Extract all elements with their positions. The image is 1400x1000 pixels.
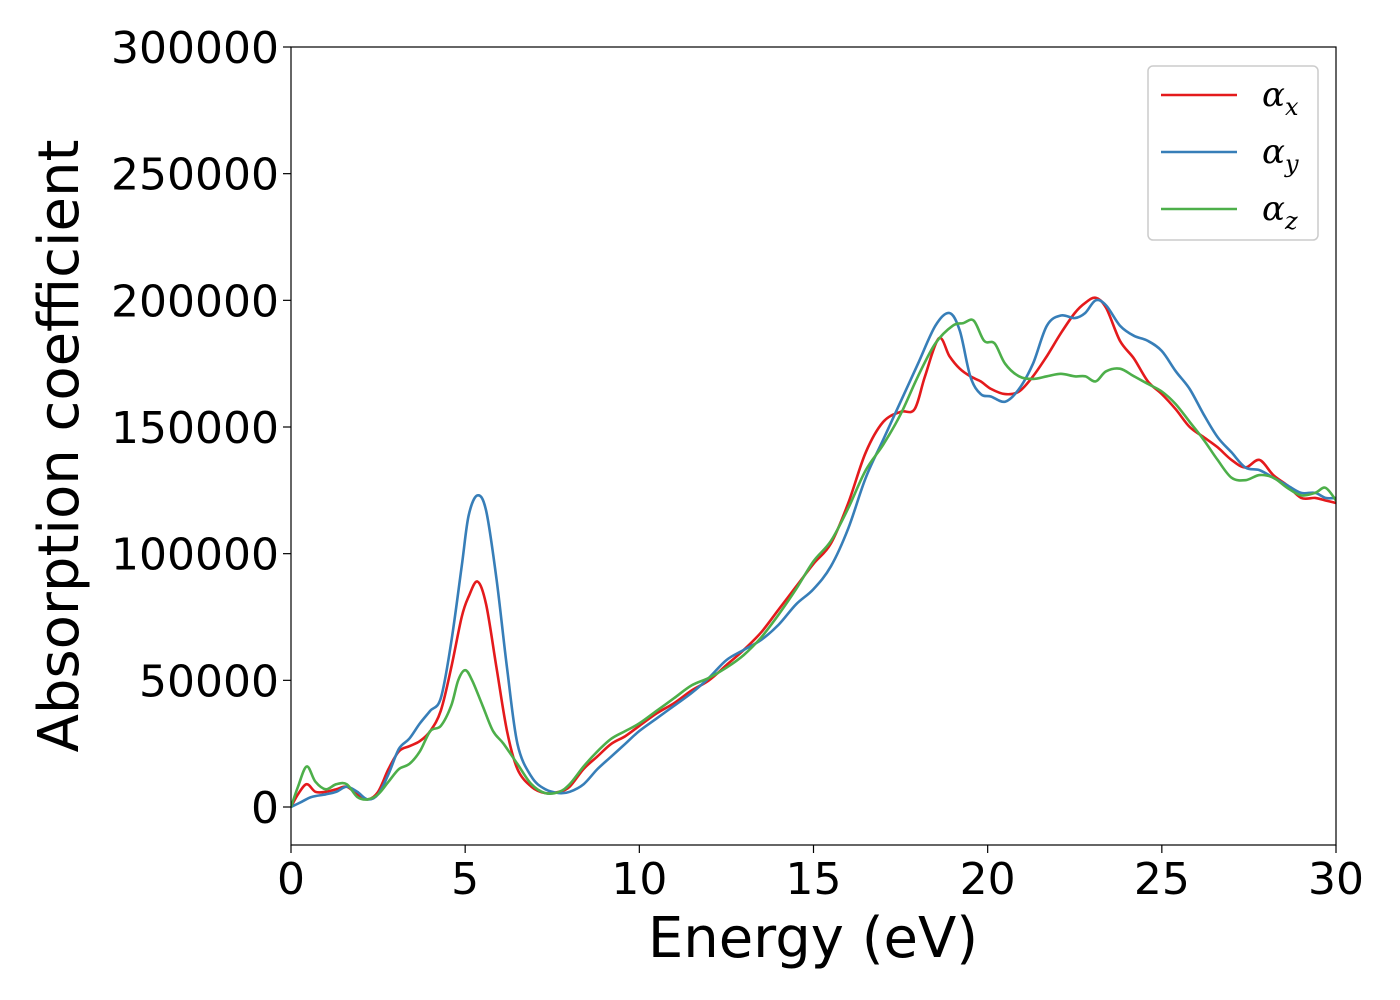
x-axis-title: Energy (eV) — [648, 906, 978, 971]
y-tick-label: 150000 — [111, 403, 279, 454]
y-axis-title: Absorption coefficient — [27, 140, 92, 753]
legend: αx αy αz — [1147, 65, 1319, 241]
x-tick-label: 30 — [1308, 854, 1364, 905]
legend-label-z: αz — [1262, 189, 1298, 235]
x-tick-label: 15 — [786, 854, 842, 905]
y-axis-ticks: 0 50000 100000 150000 200000 250000 300000 — [111, 23, 291, 834]
x-tick-label: 0 — [277, 854, 305, 905]
x-tick-label: 20 — [960, 854, 1016, 905]
x-tick-label: 5 — [451, 854, 479, 905]
y-tick-label: 250000 — [111, 150, 279, 201]
legend-label-x: αx — [1262, 75, 1299, 121]
x-axis-ticks: 0 5 10 15 20 25 30 — [277, 845, 1364, 905]
legend-label-y: αy — [1262, 132, 1299, 178]
series-line-z — [291, 318, 1336, 808]
y-tick-label: 200000 — [111, 276, 279, 327]
y-tick-label: 0 — [251, 783, 279, 834]
x-tick-label: 25 — [1134, 854, 1190, 905]
x-tick-label: 10 — [611, 854, 667, 905]
y-tick-label: 100000 — [111, 530, 279, 581]
series-layer — [291, 296, 1336, 809]
series-line-y — [291, 298, 1336, 809]
y-tick-label: 300000 — [111, 23, 279, 74]
y-tick-label: 50000 — [139, 656, 279, 707]
